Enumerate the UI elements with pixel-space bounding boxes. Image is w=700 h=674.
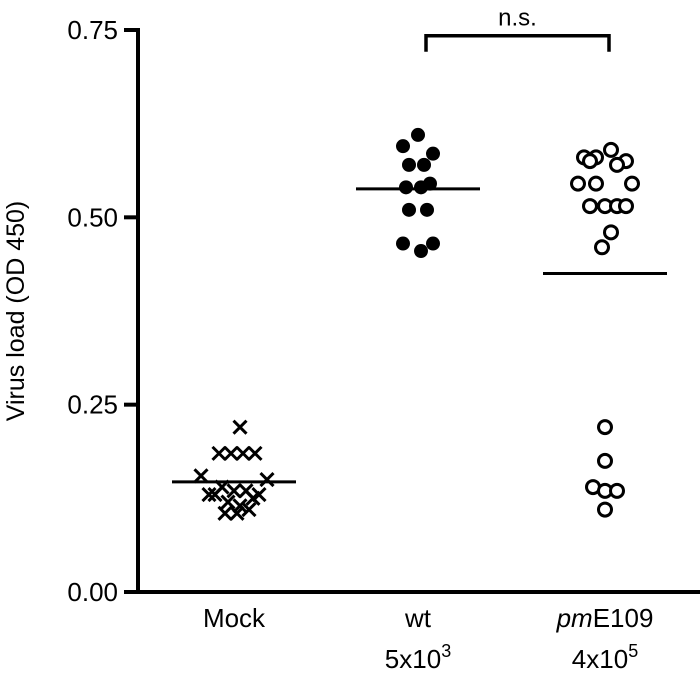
data-point-cross <box>201 487 217 503</box>
cross-stroke <box>193 468 209 484</box>
x-category-label: Mock <box>203 603 266 633</box>
data-point-open <box>582 153 598 170</box>
data-point-open <box>570 175 586 192</box>
data-point-filled <box>402 202 416 217</box>
cross-stroke <box>232 419 248 435</box>
cross-stroke <box>259 472 275 488</box>
cross-stroke <box>201 487 217 503</box>
data-point-cross <box>223 445 239 461</box>
cross-stroke <box>241 502 257 518</box>
x-category-sublabel-exponent: 3 <box>441 641 451 661</box>
x-category-sublabel: 4x105 <box>572 641 638 674</box>
mean-lines <box>172 187 667 484</box>
data-point-cross <box>193 468 209 484</box>
y-tick-label: 0.50 <box>67 202 118 232</box>
data-point-filled <box>423 176 437 191</box>
data-point-open <box>618 198 634 215</box>
cross-stroke <box>226 483 242 499</box>
data-point-cross <box>241 502 257 518</box>
data-point-open <box>597 501 613 518</box>
cross-stroke <box>235 445 251 461</box>
y-tick-label: 0.75 <box>67 15 118 45</box>
data-point-cross <box>232 419 248 435</box>
y-tick-label: 0.25 <box>67 390 118 420</box>
data-point-cross <box>247 445 263 461</box>
x-category-sublabel: 5x103 <box>385 641 451 674</box>
data-point-cross <box>259 472 275 488</box>
cross-stroke <box>238 483 254 499</box>
data-point-cross <box>220 494 236 510</box>
data-point-filled <box>411 127 425 142</box>
cross-stroke <box>251 487 267 503</box>
data-point-cross <box>217 505 233 521</box>
data-point-filled <box>396 139 410 154</box>
data-point-filled <box>417 157 431 172</box>
data-point-open <box>582 198 598 215</box>
cross-stroke <box>217 505 233 521</box>
data-point-filled <box>402 157 416 172</box>
data-point-cross <box>251 487 267 503</box>
axes: 0.00 0.25 0.50 0.75 Mock wt 5x103 pmE109 4x105 <box>67 15 700 674</box>
data-point-filled <box>426 236 440 251</box>
data-point-open <box>609 482 625 499</box>
data-point-cross <box>226 483 242 499</box>
data-point-cross <box>235 445 251 461</box>
x-category-sublabel-base: 5x10 <box>385 644 441 674</box>
x-category-sublabel-exponent: 5 <box>628 641 638 661</box>
cross-stroke <box>220 494 236 510</box>
cross-stroke <box>229 505 245 521</box>
bracket-line <box>424 33 611 52</box>
data-point-open <box>594 239 610 256</box>
data-point-open <box>588 175 604 192</box>
cross-stroke <box>223 445 239 461</box>
data-point-filled <box>396 236 410 251</box>
data-points <box>193 127 640 521</box>
data-point-filled <box>420 202 434 217</box>
data-point-filled <box>426 146 440 161</box>
significance-label: n.s. <box>498 5 537 32</box>
data-point-filled <box>414 244 428 259</box>
data-point-open <box>603 224 619 241</box>
x-category-label-rest: E109 <box>593 603 654 633</box>
x-category-sublabel-base: 4x10 <box>572 644 628 674</box>
significance-bracket: n.s. <box>424 5 611 52</box>
cross-stroke <box>247 445 263 461</box>
cross-stroke <box>211 445 227 461</box>
x-category-label: wt <box>404 603 432 633</box>
x-category-label-italic: pm <box>556 603 593 633</box>
x-category-label: pmE109 <box>556 603 654 633</box>
data-point-open <box>597 419 613 436</box>
y-axis-title: Virus load (OD 450) <box>2 201 30 421</box>
data-point-open <box>603 141 619 158</box>
data-point-cross <box>229 505 245 521</box>
y-tick-label: 0.00 <box>67 577 118 607</box>
data-point-cross <box>211 445 227 461</box>
data-point-open <box>597 452 613 469</box>
data-point-open <box>624 175 640 192</box>
data-point-open <box>609 156 625 173</box>
